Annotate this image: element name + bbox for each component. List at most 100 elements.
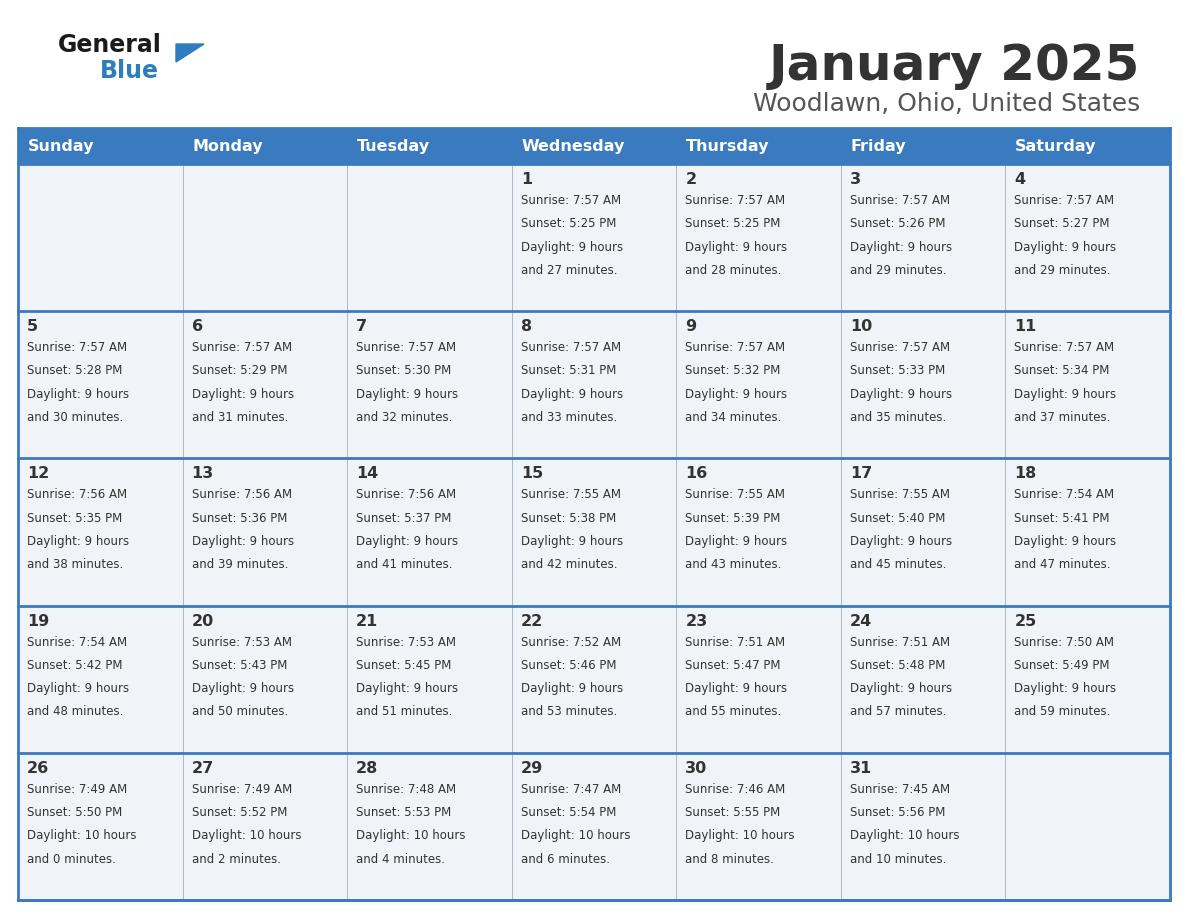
Bar	[841, 753, 1005, 900]
Text: Sunset: 5:31 PM: Sunset: 5:31 PM	[520, 364, 617, 377]
Text: and 41 minutes.: and 41 minutes.	[356, 558, 453, 571]
Bar	[347, 606, 512, 753]
Text: Daylight: 9 hours: Daylight: 9 hours	[685, 682, 788, 695]
Bar	[347, 311, 512, 458]
Text: and 47 minutes.: and 47 minutes.	[1015, 558, 1111, 571]
Bar	[1005, 606, 1170, 753]
Text: Daylight: 9 hours: Daylight: 9 hours	[27, 387, 129, 401]
Text: Sunset: 5:56 PM: Sunset: 5:56 PM	[849, 806, 946, 819]
Text: Sunrise: 7:52 AM: Sunrise: 7:52 AM	[520, 635, 621, 649]
Text: and 37 minutes.: and 37 minutes.	[1015, 411, 1111, 424]
Text: and 55 minutes.: and 55 minutes.	[685, 705, 782, 719]
Text: 28: 28	[356, 761, 379, 776]
Bar	[183, 128, 347, 164]
Text: Daylight: 9 hours: Daylight: 9 hours	[520, 535, 623, 548]
Text: Daylight: 9 hours: Daylight: 9 hours	[191, 535, 293, 548]
Bar	[18, 606, 183, 753]
Bar	[1005, 753, 1170, 900]
Text: Daylight: 9 hours: Daylight: 9 hours	[520, 682, 623, 695]
Bar	[1005, 164, 1170, 311]
Bar	[841, 164, 1005, 311]
Text: Sunset: 5:50 PM: Sunset: 5:50 PM	[27, 806, 122, 819]
Text: and 29 minutes.: and 29 minutes.	[1015, 263, 1111, 276]
Text: 21: 21	[356, 613, 379, 629]
Bar	[347, 458, 512, 606]
Text: Sunset: 5:38 PM: Sunset: 5:38 PM	[520, 511, 617, 525]
Bar	[347, 128, 512, 164]
Bar	[512, 128, 676, 164]
Bar	[183, 164, 347, 311]
Text: Daylight: 9 hours: Daylight: 9 hours	[356, 535, 459, 548]
Text: and 53 minutes.: and 53 minutes.	[520, 705, 617, 719]
Text: Daylight: 9 hours: Daylight: 9 hours	[849, 241, 952, 253]
Text: Sunset: 5:33 PM: Sunset: 5:33 PM	[849, 364, 946, 377]
Text: Daylight: 9 hours: Daylight: 9 hours	[356, 682, 459, 695]
Text: 26: 26	[27, 761, 49, 776]
Text: 1: 1	[520, 172, 532, 187]
Text: and 6 minutes.: and 6 minutes.	[520, 853, 609, 866]
Text: 17: 17	[849, 466, 872, 481]
Text: Blue: Blue	[100, 59, 159, 83]
Text: Sunset: 5:34 PM: Sunset: 5:34 PM	[1015, 364, 1110, 377]
Text: Daylight: 9 hours: Daylight: 9 hours	[849, 682, 952, 695]
Text: Daylight: 10 hours: Daylight: 10 hours	[191, 829, 301, 843]
Text: 6: 6	[191, 319, 203, 334]
Bar	[676, 606, 841, 753]
Text: Sunrise: 7:47 AM: Sunrise: 7:47 AM	[520, 783, 621, 796]
Bar	[512, 458, 676, 606]
Text: Daylight: 9 hours: Daylight: 9 hours	[685, 535, 788, 548]
Bar	[347, 164, 512, 311]
Text: and 8 minutes.: and 8 minutes.	[685, 853, 775, 866]
Bar	[183, 458, 347, 606]
Text: Sunrise: 7:56 AM: Sunrise: 7:56 AM	[27, 488, 127, 501]
Text: 8: 8	[520, 319, 532, 334]
Bar	[841, 128, 1005, 164]
Text: Woodlawn, Ohio, United States: Woodlawn, Ohio, United States	[753, 92, 1140, 116]
Text: and 42 minutes.: and 42 minutes.	[520, 558, 618, 571]
Text: Sunrise: 7:57 AM: Sunrise: 7:57 AM	[685, 341, 785, 354]
Text: Sunrise: 7:55 AM: Sunrise: 7:55 AM	[520, 488, 621, 501]
Bar	[676, 128, 841, 164]
Text: 22: 22	[520, 613, 543, 629]
Text: Monday: Monday	[192, 139, 263, 153]
Bar	[183, 753, 347, 900]
Text: and 10 minutes.: and 10 minutes.	[849, 853, 947, 866]
Text: Sunrise: 7:57 AM: Sunrise: 7:57 AM	[191, 341, 292, 354]
Text: Sunset: 5:43 PM: Sunset: 5:43 PM	[191, 659, 287, 672]
Text: 24: 24	[849, 613, 872, 629]
Text: Daylight: 10 hours: Daylight: 10 hours	[849, 829, 960, 843]
Text: Daylight: 9 hours: Daylight: 9 hours	[520, 241, 623, 253]
Text: Sunrise: 7:55 AM: Sunrise: 7:55 AM	[685, 488, 785, 501]
Text: 15: 15	[520, 466, 543, 481]
Text: Sunset: 5:30 PM: Sunset: 5:30 PM	[356, 364, 451, 377]
Text: Daylight: 10 hours: Daylight: 10 hours	[685, 829, 795, 843]
Bar	[512, 164, 676, 311]
Text: General: General	[58, 33, 162, 57]
Bar	[676, 458, 841, 606]
Text: and 33 minutes.: and 33 minutes.	[520, 411, 617, 424]
Text: Sunrise: 7:48 AM: Sunrise: 7:48 AM	[356, 783, 456, 796]
Text: Sunset: 5:42 PM: Sunset: 5:42 PM	[27, 659, 122, 672]
Text: and 39 minutes.: and 39 minutes.	[191, 558, 287, 571]
Bar	[18, 458, 183, 606]
Text: Daylight: 9 hours: Daylight: 9 hours	[356, 387, 459, 401]
Text: Sunrise: 7:54 AM: Sunrise: 7:54 AM	[1015, 488, 1114, 501]
Text: and 50 minutes.: and 50 minutes.	[191, 705, 287, 719]
Text: and 34 minutes.: and 34 minutes.	[685, 411, 782, 424]
Text: Sunrise: 7:53 AM: Sunrise: 7:53 AM	[356, 635, 456, 649]
Text: Sunrise: 7:51 AM: Sunrise: 7:51 AM	[849, 635, 950, 649]
Text: Daylight: 9 hours: Daylight: 9 hours	[1015, 535, 1117, 548]
Text: Sunset: 5:49 PM: Sunset: 5:49 PM	[1015, 659, 1110, 672]
Text: and 28 minutes.: and 28 minutes.	[685, 263, 782, 276]
Text: 10: 10	[849, 319, 872, 334]
Text: and 29 minutes.: and 29 minutes.	[849, 263, 947, 276]
Text: Sunrise: 7:57 AM: Sunrise: 7:57 AM	[520, 341, 621, 354]
Text: and 43 minutes.: and 43 minutes.	[685, 558, 782, 571]
Bar	[1005, 458, 1170, 606]
Text: Daylight: 10 hours: Daylight: 10 hours	[356, 829, 466, 843]
Bar	[18, 128, 183, 164]
Text: Sunrise: 7:57 AM: Sunrise: 7:57 AM	[356, 341, 456, 354]
Text: and 2 minutes.: and 2 minutes.	[191, 853, 280, 866]
Bar	[183, 606, 347, 753]
Text: 27: 27	[191, 761, 214, 776]
